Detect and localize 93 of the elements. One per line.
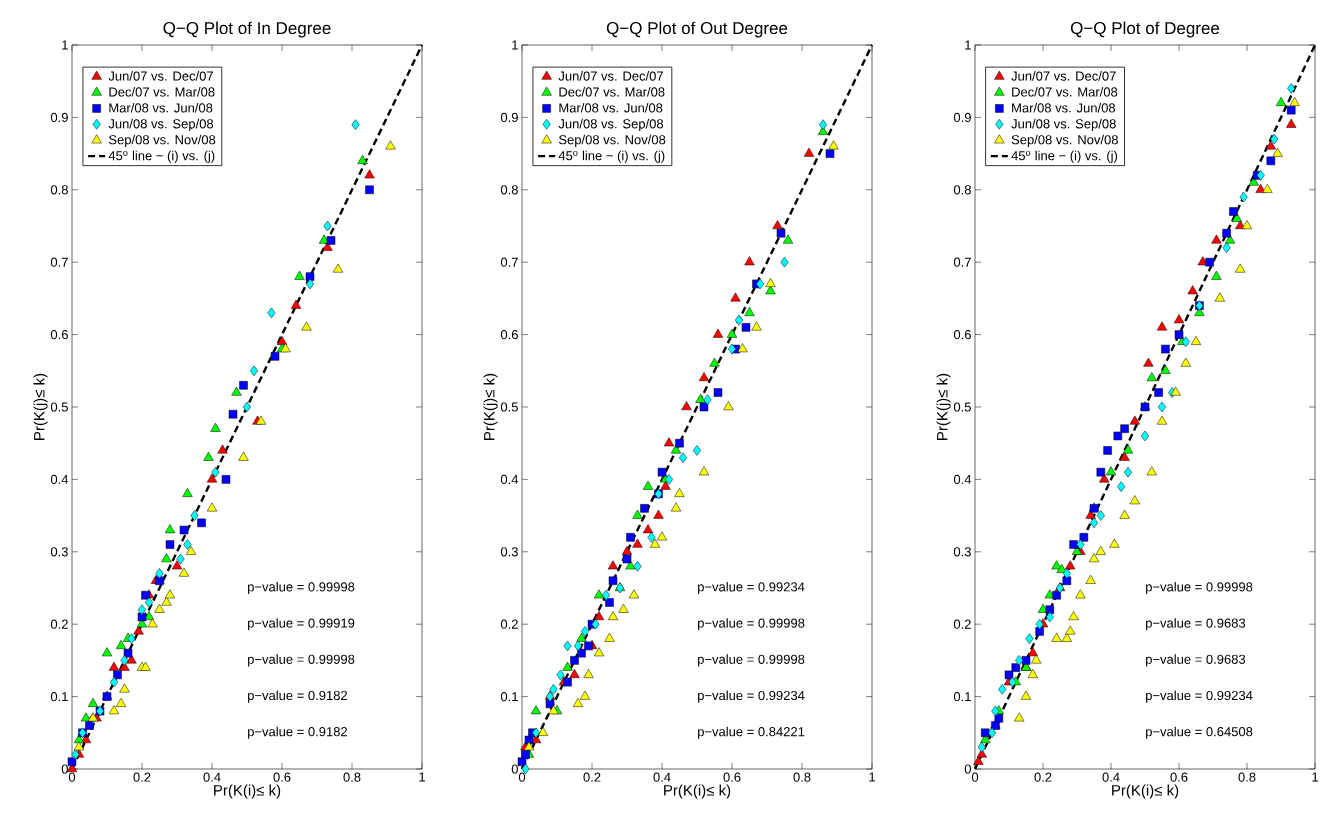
chart-title: Q−Q Plot of Degree xyxy=(1070,21,1220,38)
annotation: p−value = 0.99998 xyxy=(248,654,355,667)
x-tick-label: 1 xyxy=(419,772,425,782)
x-tick-label: 1 xyxy=(869,772,875,782)
x-tick-label: 0 xyxy=(68,772,76,782)
y-tick-label: 0.8 xyxy=(50,185,68,195)
legend-label: 45$^{o}$ line − (i) vs. (j) xyxy=(558,150,665,163)
annotation: p−value = 0.99234 xyxy=(698,581,805,595)
annotation: p−value = 0.99998 xyxy=(698,618,805,631)
y-tick-label: 0.7 xyxy=(953,257,971,267)
legend-label: Dec/07 vs. Mar/08 xyxy=(109,87,215,97)
y-tick-label: 0.5 xyxy=(500,402,518,412)
annotation: p−value = 0.99234 xyxy=(1146,690,1253,703)
x-tick-label: 1 xyxy=(1312,772,1319,782)
chart-title: Q−Q Plot of Out Degree xyxy=(606,21,788,38)
y-tick-label: 0.7 xyxy=(500,257,518,267)
legend-label: Dec/07 vs. Mar/08 xyxy=(1012,87,1118,97)
y-tick-label: 0.4 xyxy=(50,474,69,484)
x-axis-title: Pr(K(i)≤ k) xyxy=(1112,784,1179,799)
y-tick-label: 0.6 xyxy=(50,329,68,340)
y-tick-label: 0.2 xyxy=(50,619,68,629)
y-tick-label: 0.2 xyxy=(953,619,971,629)
y-tick-label: 0.1 xyxy=(953,691,971,702)
legend-label: Jun/07 vs. Dec/07 xyxy=(558,71,663,81)
legend-label: Jun/08 vs. Sep/08 xyxy=(108,118,214,131)
y-tick-label: 1 xyxy=(965,40,971,50)
legend-label: Mar/08 vs. Jun/08 xyxy=(109,102,213,113)
legend-label: Sep/08 vs. Nov/08 xyxy=(108,134,216,147)
y-tick-label: 0.1 xyxy=(500,691,518,702)
legend-label: Mar/08 vs. Jun/08 xyxy=(559,102,663,113)
annotation: p−value = 0.99998 xyxy=(698,654,805,667)
y-tick-label: 1 xyxy=(512,40,518,50)
legend-label: Jun/08 vs. Sep/08 xyxy=(558,118,664,131)
x-tick-label: 0.6 xyxy=(273,772,291,782)
annotation: p−value = 0.99998 xyxy=(248,581,355,595)
x-axis-title: Pr(K(i)≤ k) xyxy=(214,784,281,799)
y-tick-label: 1 xyxy=(62,40,68,50)
annotation: p−value = 0.99998 xyxy=(1146,581,1253,595)
x-tick-label: 0.2 xyxy=(133,772,151,782)
y-tick-label: 0 xyxy=(61,764,68,774)
y-tick-label: 0.9 xyxy=(500,112,518,122)
x-tick-label: 0.2 xyxy=(1034,772,1052,782)
legend-label: 45$^{o}$ line − (i) vs. (j) xyxy=(1011,150,1118,163)
legend-label: Jun/08 vs. Sep/08 xyxy=(1011,118,1116,131)
y-tick-label: 0.6 xyxy=(500,329,518,340)
annotation: p−value = 0.9182 xyxy=(248,726,347,739)
legend-label: Dec/07 vs. Mar/08 xyxy=(559,87,665,97)
x-axis-title: Pr(K(i)≤ k) xyxy=(664,784,731,799)
y-tick-label: 0.8 xyxy=(500,185,518,195)
y-tick-label: 0.9 xyxy=(953,112,971,122)
x-tick-label: 0.8 xyxy=(1238,772,1256,782)
x-tick-label: 0.4 xyxy=(203,772,221,782)
x-tick-label: 0 xyxy=(518,772,526,782)
y-tick-label: 0 xyxy=(964,764,971,774)
x-tick-label: 0.6 xyxy=(723,772,741,782)
legend-label: Sep/08 vs. Nov/08 xyxy=(558,134,666,147)
y-tick-label: 0.3 xyxy=(50,547,68,557)
y-tick-label: 0.5 xyxy=(953,402,971,412)
x-tick-label: 0.8 xyxy=(793,772,811,782)
x-tick-label: 0.6 xyxy=(1170,772,1188,782)
y-tick-label: 0.8 xyxy=(953,185,971,195)
y-tick-label: 0.3 xyxy=(500,547,518,557)
y-tick-label: 0.2 xyxy=(500,619,518,629)
y-tick-label: 0.5 xyxy=(50,402,68,412)
y-tick-label: 0.4 xyxy=(500,474,519,484)
annotation: p−value = 0.9683 xyxy=(1146,618,1246,631)
legend-label: Jun/07 vs. Dec/07 xyxy=(1011,71,1116,81)
legend-label: Jun/07 vs. Dec/07 xyxy=(108,71,213,81)
y-tick-label: 0.9 xyxy=(50,112,68,122)
legend-label: Mar/08 vs. Jun/08 xyxy=(1012,102,1116,113)
legend-label: 45$^{o}$ line − (i) vs. (j) xyxy=(108,150,215,163)
y-tick-label: 0.1 xyxy=(50,691,68,702)
x-tick-label: 0 xyxy=(971,772,979,782)
annotation: p−value = 0.9683 xyxy=(1146,654,1246,667)
y-axis-title: Pr(K(j)≤ k) xyxy=(33,373,48,440)
annotation: p−value = 0.99234 xyxy=(698,690,805,703)
y-tick-label: 0.6 xyxy=(953,329,971,340)
annotation: p−value = 0.9182 xyxy=(248,690,347,703)
x-tick-label: 0.2 xyxy=(583,772,601,782)
x-tick-label: 0.4 xyxy=(653,772,671,782)
annotation: p−value = 0.64508 xyxy=(1146,726,1253,739)
y-tick-label: 0.7 xyxy=(50,257,68,267)
x-tick-label: 0.8 xyxy=(343,772,361,782)
y-axis-title: Pr(K(j)≤ k) xyxy=(936,373,951,440)
x-tick-label: 0.4 xyxy=(1102,772,1120,782)
annotation: p−value = 0.84221 xyxy=(698,726,805,739)
y-axis-title: Pr(K(j)≤ k) xyxy=(483,373,498,440)
chart-title: Q−Q Plot of In Degree xyxy=(163,21,331,38)
legend-label: Sep/08 vs. Nov/08 xyxy=(1011,134,1118,147)
y-tick-label: 0 xyxy=(511,764,518,774)
annotation: p−value = 0.99919 xyxy=(248,618,355,631)
y-tick-label: 0.3 xyxy=(953,547,971,557)
y-tick-label: 0.4 xyxy=(953,474,972,484)
